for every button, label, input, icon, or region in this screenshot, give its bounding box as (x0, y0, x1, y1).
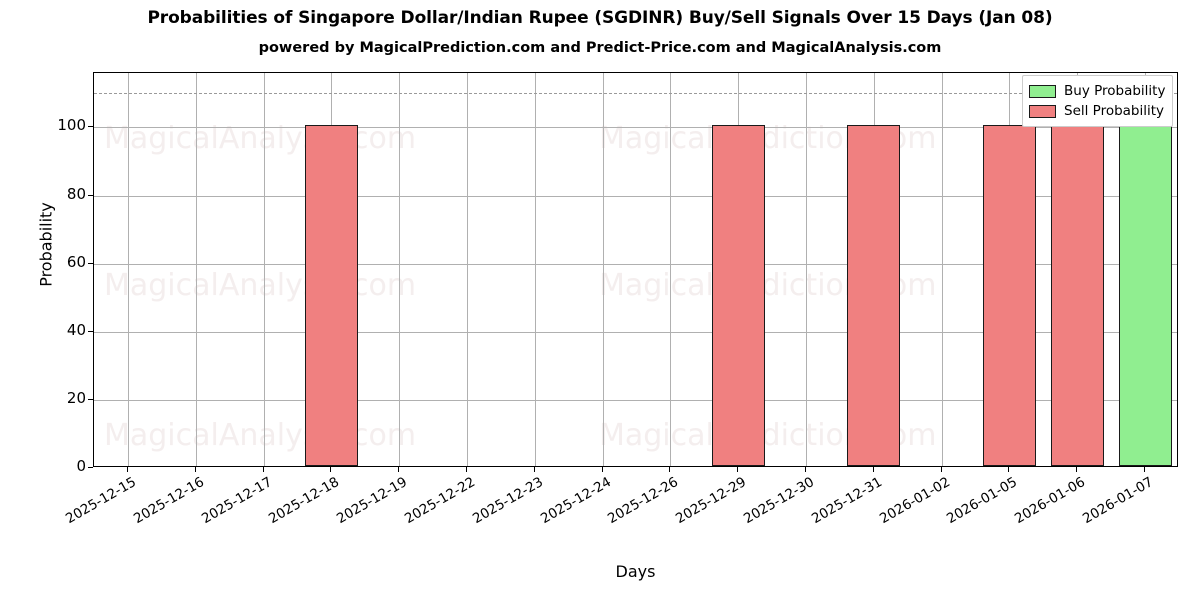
y-axis-tick-label: 100 (57, 116, 86, 135)
x-axis-tick (262, 467, 264, 472)
x-axis-tick (940, 467, 942, 472)
gridline-horizontal (94, 263, 1177, 265)
gridline-vertical (399, 73, 400, 466)
x-axis-tick (601, 467, 603, 472)
gridline-vertical (535, 73, 536, 466)
y-axis-tick (88, 194, 93, 196)
legend-label-buy: Buy Probability (1064, 83, 1166, 99)
chart-subtitle: powered by MagicalPrediction.com and Pre… (258, 40, 942, 56)
y-axis-tick-label: 60 (66, 252, 86, 271)
chart-title: Probabilities of Singapore Dollar/Indian… (147, 8, 1053, 28)
x-axis-tick (1008, 467, 1010, 472)
gridline-vertical (128, 73, 129, 466)
legend-swatch-sell (1029, 104, 1056, 118)
x-axis-tick (330, 467, 332, 472)
x-axis-tick (126, 467, 128, 472)
x-axis-title: Days (615, 562, 656, 581)
x-axis-tick (533, 467, 535, 472)
watermark-text: MagicalAnalysis.com (104, 418, 417, 453)
gridline-vertical (670, 73, 671, 466)
gridline-vertical (196, 73, 197, 466)
y-axis-tick-label: 0 (76, 457, 86, 475)
gridline-horizontal (94, 195, 1177, 197)
gridline-vertical (806, 73, 807, 466)
watermark-text: MagicalAnalysis.com (104, 268, 417, 303)
y-axis-tick (88, 467, 93, 468)
watermark-text: MagicalAnalysis.com (104, 121, 417, 156)
y-axis-tick-label: 20 (66, 388, 86, 407)
threshold-dashed-line (94, 93, 1177, 95)
y-axis-tick (88, 398, 93, 400)
y-axis-title: Probability (36, 202, 56, 287)
gridline-vertical (467, 73, 468, 466)
chart-legend: Buy Probability Sell Probability (1022, 75, 1174, 127)
bar (304, 125, 358, 466)
x-axis-tick (872, 467, 874, 472)
bar (1118, 125, 1172, 466)
gridline-horizontal (94, 331, 1177, 333)
bar (983, 125, 1036, 466)
gridline-horizontal (94, 127, 1177, 129)
y-axis-tick (88, 126, 93, 128)
gridline-vertical (264, 73, 265, 466)
x-axis-tick (1076, 467, 1078, 472)
bar (847, 125, 901, 466)
gridline-vertical (603, 73, 604, 466)
legend-item-buy: Buy Probability (1029, 81, 1165, 101)
bar (1050, 125, 1104, 466)
y-axis-tick (88, 330, 93, 332)
gridline-horizontal (94, 399, 1177, 401)
y-axis-tick-label: 40 (66, 320, 86, 339)
x-axis-tick (805, 467, 807, 472)
y-axis-tick-label: 80 (66, 184, 86, 203)
plot-area: MagicalAnalysis.com MagicalPrediction.com… (93, 72, 1178, 467)
x-axis-tick (194, 467, 196, 472)
legend-swatch-buy (1029, 84, 1056, 98)
x-axis-tick (1144, 467, 1146, 472)
gridline-vertical (942, 73, 943, 466)
legend-item-sell: Sell Probability (1029, 101, 1165, 121)
x-axis-tick (465, 467, 467, 472)
y-axis-tick (88, 262, 93, 264)
bar (711, 125, 765, 466)
x-axis-tick (669, 467, 671, 472)
x-axis-tick (737, 467, 739, 472)
x-axis-tick (398, 467, 400, 472)
legend-label-sell: Sell Probability (1064, 103, 1165, 119)
